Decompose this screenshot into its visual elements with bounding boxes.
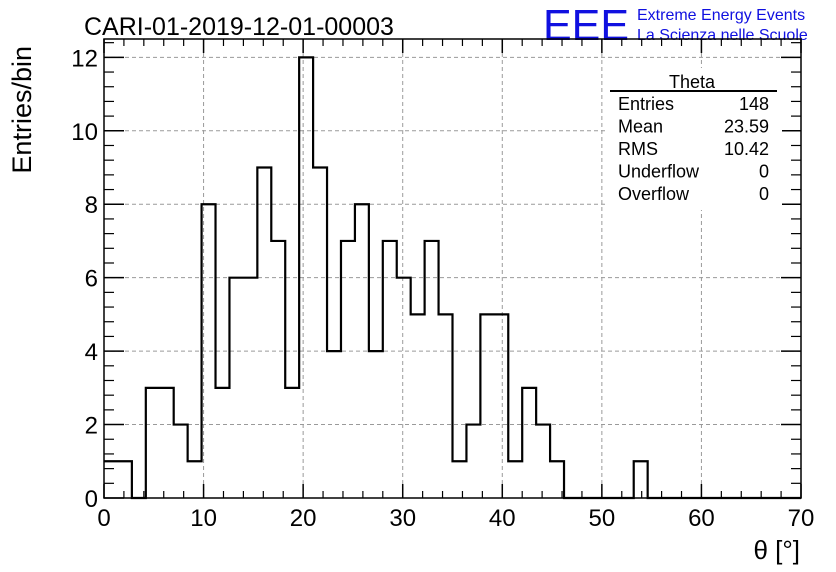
stats-row-value: 0 <box>759 184 769 204</box>
stats-title: Theta <box>669 72 716 92</box>
x-tick-label: 60 <box>688 505 715 532</box>
logo-line-2: La Scienza nelle Scuole <box>637 27 808 44</box>
y-tick-label: 4 <box>85 339 98 366</box>
stats-row-label: Entries <box>618 94 674 114</box>
stats-row-label: Underflow <box>618 162 700 182</box>
stats-box: Theta Entries 148 Mean 23.59 RMS 10.42 Underfl… <box>606 68 782 210</box>
x-tick-label: 10 <box>190 505 217 532</box>
y-axis-label: Entries/bin <box>7 46 37 174</box>
x-tick-label: 50 <box>589 505 616 532</box>
plot-frame <box>103 38 802 499</box>
stats-row-label: Mean <box>618 117 663 137</box>
stats-rows: Entries 148 Mean 23.59 RMS 10.42 Underflow 0 Ove… <box>618 94 769 204</box>
axis-ticks <box>103 39 802 499</box>
histogram-outline <box>104 56 801 500</box>
x-tick-label: 30 <box>389 505 416 532</box>
stats-row-label: Overflow <box>618 184 690 204</box>
stats-row-value: 10.42 <box>724 139 769 159</box>
y-tick-label: 8 <box>85 192 98 219</box>
y-tick-label: 2 <box>85 413 98 440</box>
y-tick-label: 6 <box>85 266 98 293</box>
y-tick-label: 0 <box>85 486 98 513</box>
x-tick-label: 40 <box>489 505 516 532</box>
x-tick-label: 0 <box>97 505 110 532</box>
stats-row-label: RMS <box>618 139 658 159</box>
logo-line-1: Extreme Energy Events <box>637 7 805 24</box>
logo-mark: EEE <box>543 1 629 50</box>
chart-title: CARI-01-2019-12-01-00003 <box>84 13 394 41</box>
x-axis-label: θ [°] <box>753 535 800 565</box>
stats-row-value: 23.59 <box>724 117 769 137</box>
y-tick-label: 10 <box>71 119 98 146</box>
x-tick-label: 70 <box>788 505 815 532</box>
stats-row-value: 148 <box>739 94 769 114</box>
axis-tick-labels: 0 10 20 30 40 50 60 70 0 2 4 6 8 10 12 <box>71 45 814 532</box>
y-tick-label: 12 <box>71 45 98 72</box>
logo: EEE Extreme Energy Events La Scienza nel… <box>543 1 808 50</box>
stats-row-value: 0 <box>759 162 769 182</box>
x-tick-label: 20 <box>290 505 317 532</box>
